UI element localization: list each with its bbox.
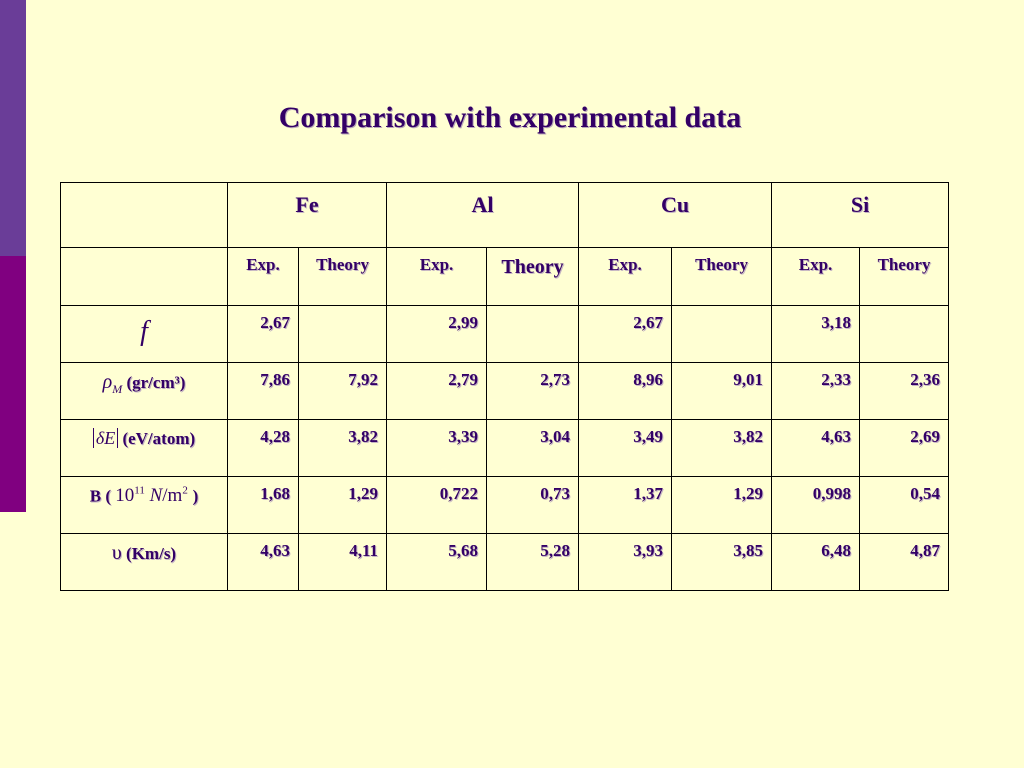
table-cell: 5,28 — [486, 533, 580, 591]
table-cell: 1,29 — [671, 476, 773, 534]
table-cell: 2,99 — [386, 305, 488, 363]
bulk-modulus-units: 1011 N/m2 — [115, 485, 188, 507]
table-cell: 3,04 — [486, 419, 580, 477]
upsilon-symbol: υ — [111, 542, 122, 564]
table-cell: 3,85 — [671, 533, 773, 591]
row-label-f: f — [60, 305, 228, 363]
table-cell: 0,998 — [771, 476, 861, 534]
sub-header-row: Exp. Theory Exp. Theory Exp. Theory Exp.… — [60, 247, 950, 306]
table-row: υ (Km/s) 4,63 4,11 5,68 5,28 3,93 3,85 6,48 4,8… — [60, 533, 950, 591]
table-cell: 4,63 — [227, 533, 299, 591]
sub-header: Theory — [297, 247, 388, 306]
f-symbol: f — [140, 316, 148, 347]
table-cell — [297, 305, 388, 363]
table-cell: 2,67 — [227, 305, 299, 363]
table-cell: 0,54 — [859, 476, 950, 534]
side-bar-bottom — [0, 256, 26, 512]
table-cell — [859, 305, 950, 363]
table-cell: 4,11 — [297, 533, 388, 591]
sub-header: Exp. — [771, 247, 861, 306]
table-cell: 5,68 — [386, 533, 488, 591]
table-cell — [671, 305, 773, 363]
bulk-modulus-prefix: B ( — [89, 486, 111, 506]
delta-e-symbol: δE — [92, 428, 119, 448]
table-cell: 2,33 — [771, 362, 861, 420]
table-cell: 4,28 — [227, 419, 299, 477]
sub-header: Exp. — [386, 247, 488, 306]
sub-header: Theory — [671, 247, 773, 306]
table-row: δE (eV/atom) 4,28 3,82 3,39 3,04 3,49 3,82 4,6… — [60, 419, 950, 477]
sub-header: Theory — [859, 247, 950, 306]
table-cell: 3,49 — [578, 419, 673, 477]
empty-header-cell — [60, 247, 228, 306]
bulk-modulus-suffix: ) — [192, 486, 199, 506]
table-cell: 3,18 — [771, 305, 861, 363]
energy-units: (eV/atom) — [122, 429, 196, 448]
table-cell: 2,79 — [386, 362, 488, 420]
table-cell: 8,96 — [578, 362, 673, 420]
element-header: Si — [771, 182, 950, 248]
element-header: Fe — [226, 182, 388, 248]
table-cell: 2,67 — [578, 305, 673, 363]
table-cell: 1,29 — [297, 476, 388, 534]
table-row: f 2,67 2,99 2,67 3,18 — [60, 305, 950, 363]
comparison-table: Fe Al Cu Si Exp. Theory Exp. Theory Exp.… — [60, 182, 950, 591]
density-units: (gr/cm³) — [126, 373, 186, 392]
table-cell: 4,87 — [859, 533, 950, 591]
rho-symbol: ρM — [102, 371, 123, 396]
row-label-density: ρM (gr/cm³) — [60, 362, 228, 420]
table-cell: 3,39 — [386, 419, 488, 477]
row-label-bulk-modulus: B ( 1011 N/m2 ) — [60, 476, 228, 534]
table-cell: 6,48 — [771, 533, 861, 591]
table-cell: 9,01 — [671, 362, 773, 420]
empty-header-cell — [60, 182, 228, 248]
row-label-velocity: υ (Km/s) — [60, 533, 228, 591]
table-cell: 7,86 — [227, 362, 299, 420]
sub-header: Exp. — [578, 247, 673, 306]
table-cell: 3,82 — [297, 419, 388, 477]
table-row: ρM (gr/cm³) 7,86 7,92 2,79 2,73 8,96 9,01 2,33… — [60, 362, 950, 420]
table-cell: 2,36 — [859, 362, 950, 420]
table-cell: 0,722 — [386, 476, 488, 534]
table-cell: 1,37 — [578, 476, 673, 534]
table-cell: 2,69 — [859, 419, 950, 477]
table-cell — [486, 305, 580, 363]
table-cell: 7,92 — [297, 362, 388, 420]
table-cell: 4,63 — [771, 419, 861, 477]
row-label-energy: δE (eV/atom) — [60, 419, 228, 477]
table-cell: 0,73 — [486, 476, 580, 534]
table-cell: 3,93 — [578, 533, 673, 591]
slide-title: Comparison with experimental data — [278, 101, 742, 134]
table-cell: 1,68 — [227, 476, 299, 534]
element-header-row: Fe Al Cu Si — [60, 182, 950, 248]
sub-header: Theory — [486, 247, 580, 306]
table-cell: 2,73 — [486, 362, 580, 420]
sub-header: Exp. — [227, 247, 299, 306]
side-bar-top — [0, 0, 26, 256]
table-cell: 3,82 — [671, 419, 773, 477]
velocity-units: (Km/s) — [126, 544, 177, 563]
element-header: Al — [386, 182, 580, 248]
element-header: Cu — [578, 182, 773, 248]
table-row: B ( 1011 N/m2 ) 1,68 1,29 0,722 0,73 1,37 1,2… — [60, 476, 950, 534]
